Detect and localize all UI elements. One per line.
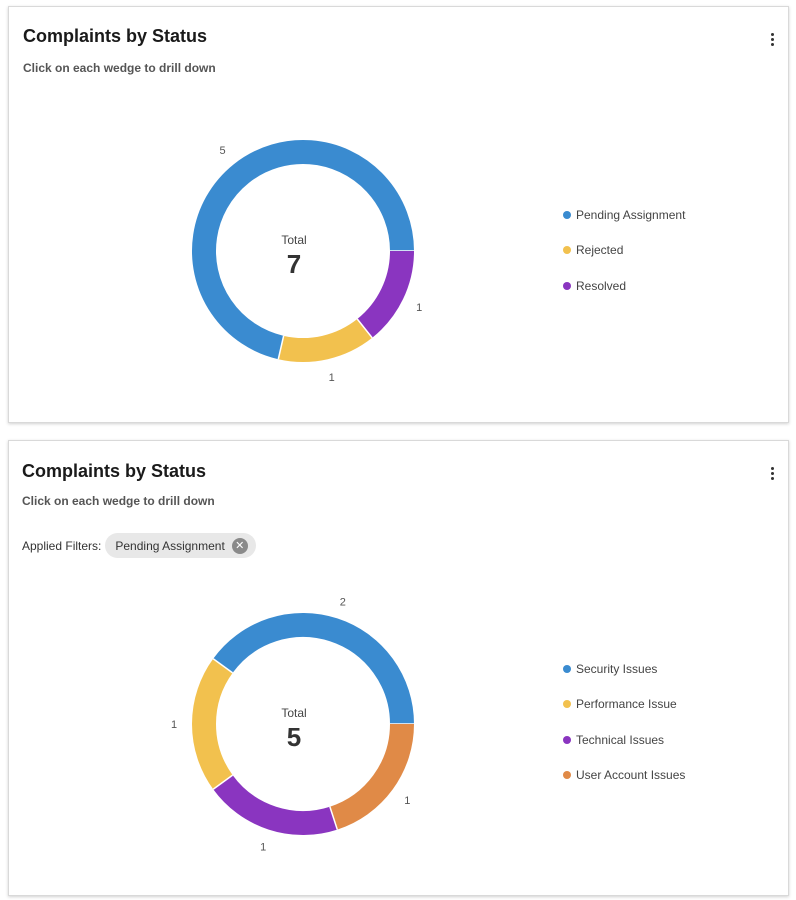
donut-slice-resolved[interactable] [356,250,414,338]
card-subtitle: Click on each wedge to drill down [22,494,215,508]
slice-separator [356,318,373,339]
legend-swatch [563,210,571,219]
applied-filters: Applied Filters: Pending Assignment ✕ [22,533,256,558]
total-label: Total [281,706,306,720]
chart-legend: Security Issues Performance Issue Techni… [563,651,685,793]
legend-label: User Account Issues [576,768,686,783]
legend-item[interactable]: Performance Issue [563,687,685,723]
more-vertical-icon[interactable] [766,463,778,483]
legend-label: Security Issues [576,661,658,676]
legend-item[interactable]: User Account Issues [563,758,685,794]
donut-slice-technical-issues[interactable] [213,774,338,835]
card-subtitle: Click on each wedge to drill down [23,61,216,75]
legend-label: Performance Issue [576,697,677,712]
card-title: Complaints by Status [23,26,208,46]
total-value: 7 [287,249,301,279]
value-labels: 2 1 1 1 [171,596,410,853]
slice-value-label: 1 [260,842,266,854]
filter-chip-label: Pending Assignment [115,538,225,553]
donut-slice-rejected[interactable] [278,318,373,362]
legend-swatch [563,246,571,255]
total-label: Total [281,233,306,247]
applied-filters-label: Applied Filters: [22,538,102,553]
status-chart-card-filtered: Complaints by Status Click on each wedge… [8,440,789,896]
donut-segments [192,140,414,362]
slice-separator [212,658,234,674]
legend-swatch [563,281,571,290]
slice-separator [212,774,234,790]
slice-value-label: 1 [404,795,410,807]
donut-slice-performance-issue[interactable] [192,658,233,790]
legend-swatch [563,664,571,673]
donut-chart: 2 1 1 1 Total 5 [171,596,414,854]
donut-chart: 5 1 1 Total 7 [192,140,423,384]
legend-swatch [563,700,571,709]
slice-value-label: 1 [416,302,422,314]
status-chart-card: Complaints by Status Click on each wedge… [8,6,789,423]
donut-slice-security-issues[interactable] [213,613,414,725]
chart-legend: Pending Assignment Rejected Resolved [563,197,685,304]
value-labels: 5 1 1 [220,145,423,384]
legend-swatch [563,735,571,744]
legend-label: Pending Assignment [576,207,686,222]
legend-label: Technical Issues [576,732,665,747]
filter-chip[interactable]: Pending Assignment ✕ [105,533,256,558]
total-value: 5 [287,722,301,752]
legend-swatch [563,771,571,780]
legend-label: Resolved [576,278,627,293]
legend-item[interactable]: Rejected [563,233,685,269]
slice-value-label: 1 [171,719,177,731]
slice-separator [329,806,339,830]
legend-item[interactable]: Security Issues [563,651,685,687]
slice-value-label: 2 [340,596,346,608]
legend-item[interactable]: Resolved [563,268,685,304]
slice-value-label: 5 [220,145,226,157]
legend-item[interactable]: Technical Issues [563,722,685,758]
legend-item[interactable]: Pending Assignment [563,197,685,233]
donut-slice-user-account-issues[interactable] [329,723,414,830]
more-vertical-icon[interactable] [766,29,778,49]
card-title: Complaints by Status [22,461,207,481]
close-circle-icon[interactable]: ✕ [231,537,248,554]
slice-separator [277,335,285,360]
donut-slice-pending-assignment[interactable] [192,140,414,360]
slice-value-label: 1 [329,372,335,384]
donut-segments [192,613,414,835]
legend-label: Rejected [576,243,624,258]
